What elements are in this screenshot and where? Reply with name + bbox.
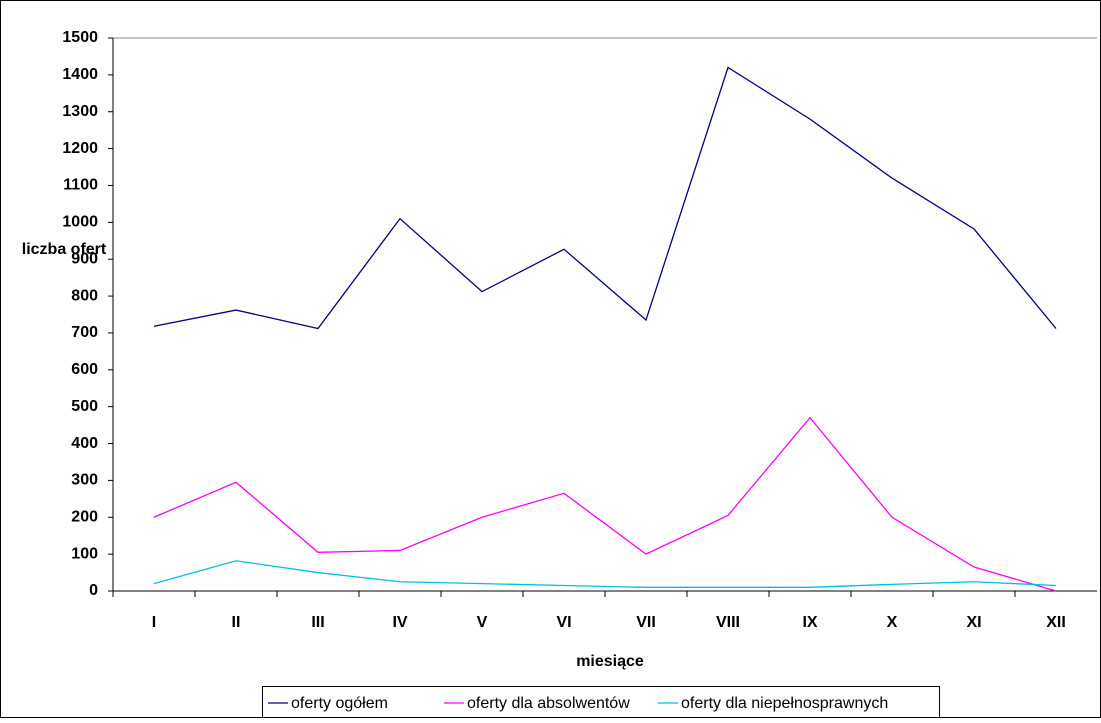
y-tick-label: 900 [71, 250, 98, 267]
y-tick-label: 300 [71, 472, 98, 489]
legend-label: oferty ogółem [291, 695, 388, 712]
y-tick-label: 0 [89, 582, 98, 599]
x-axis-title: miesiące [576, 653, 644, 670]
y-axis-title: liczba ofert [22, 241, 107, 258]
x-tick-label: VII [636, 614, 656, 631]
y-tick-label: 800 [71, 287, 98, 304]
y-tick-label: 1100 [63, 177, 98, 194]
x-tick-label: V [477, 614, 488, 631]
legend-box [262, 686, 940, 718]
series-line [153, 416, 1057, 592]
y-tick-label: 100 [71, 545, 98, 562]
y-tick-label: 600 [71, 361, 98, 378]
legend-label: oferty dla niepełnosprawnych [681, 695, 888, 712]
x-tick-label: XII [1046, 614, 1066, 631]
y-tick-label: 500 [71, 398, 98, 415]
x-tick-label: X [887, 614, 898, 631]
y-tick-label: 1500 [62, 29, 98, 46]
y-tick-label: 200 [71, 508, 98, 525]
series-line [153, 66, 1057, 330]
x-tick-label: XI [966, 614, 981, 631]
y-tick-label: 1200 [62, 140, 98, 157]
x-tick-label: IX [802, 614, 817, 631]
y-tick-label: 1000 [62, 214, 98, 231]
x-tick-label: IV [392, 614, 407, 631]
y-tick-label: 700 [71, 324, 98, 341]
y-tick-label: 400 [71, 435, 98, 452]
legend-label: oferty dla absolwentów [467, 695, 630, 712]
x-tick-label: I [152, 614, 156, 631]
x-tick-label: III [311, 614, 324, 631]
y-tick-label: 1400 [62, 66, 98, 83]
x-tick-label: VI [556, 614, 571, 631]
series-line [153, 560, 1057, 588]
x-tick-label: II [232, 614, 241, 631]
x-tick-label: VIII [716, 614, 740, 631]
y-tick-label: 1300 [62, 103, 98, 120]
